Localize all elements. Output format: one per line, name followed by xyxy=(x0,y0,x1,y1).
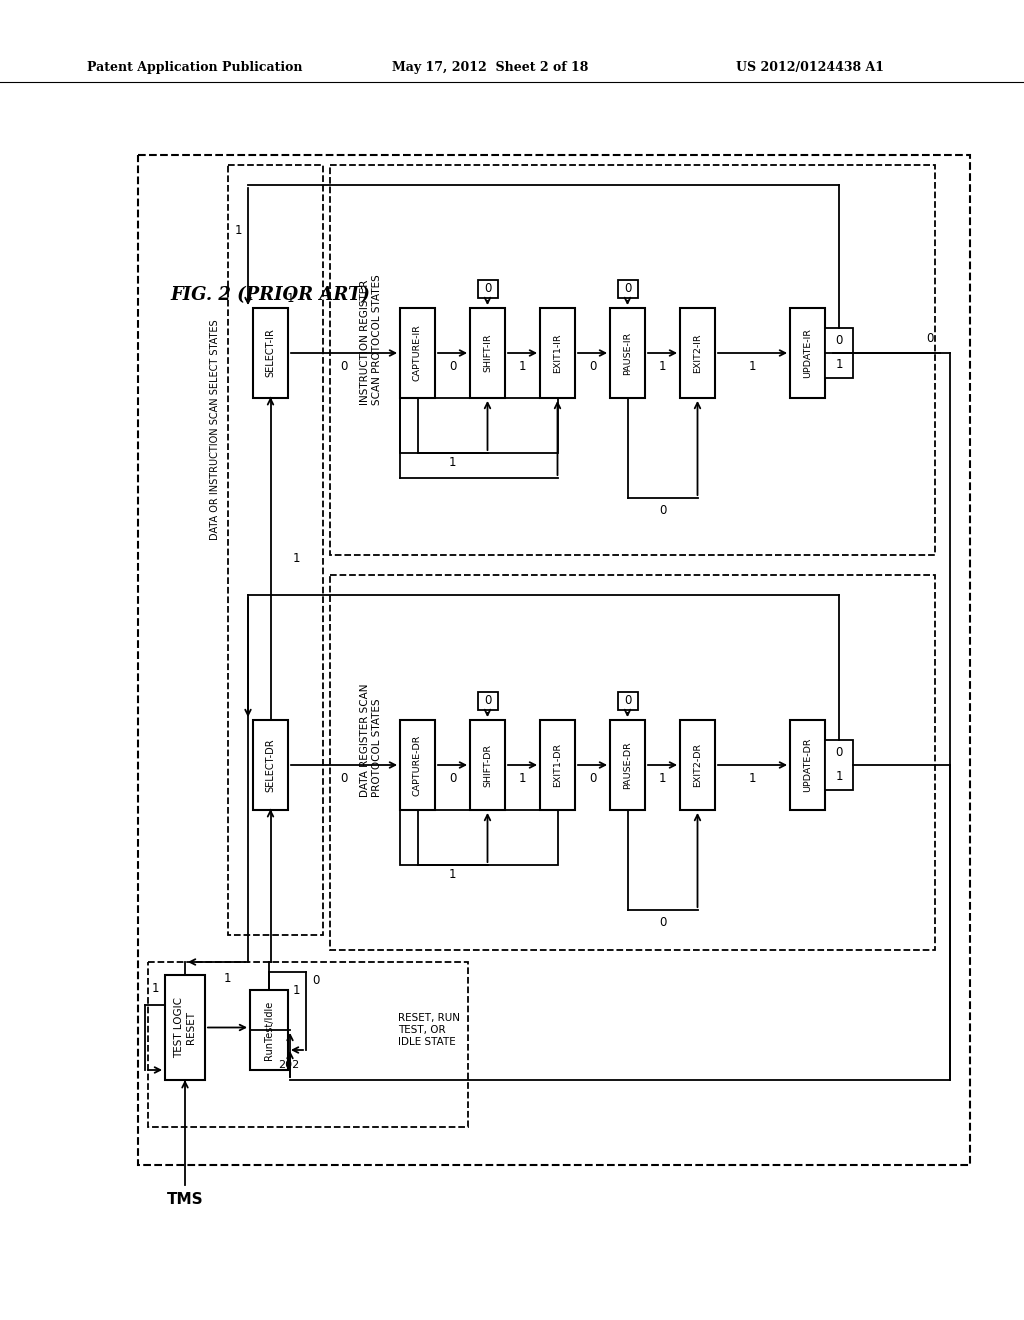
Bar xyxy=(617,692,638,710)
Bar xyxy=(790,308,825,399)
Bar xyxy=(400,308,435,399)
Text: 0: 0 xyxy=(658,503,667,516)
Bar xyxy=(228,165,323,935)
Bar xyxy=(680,719,715,810)
Bar xyxy=(680,308,715,399)
Text: 1: 1 xyxy=(224,972,231,985)
Bar xyxy=(617,280,638,298)
Text: DATA REGISTER SCAN
PROTOCOL STATES: DATA REGISTER SCAN PROTOCOL STATES xyxy=(360,684,382,797)
Bar xyxy=(825,327,853,378)
Text: DATA OR INSTRUCTION SCAN SELECT STATES: DATA OR INSTRUCTION SCAN SELECT STATES xyxy=(210,319,220,540)
Text: 1: 1 xyxy=(449,457,457,470)
Text: 0: 0 xyxy=(836,334,843,347)
Text: 1: 1 xyxy=(287,292,294,305)
Text: EXIT1-IR: EXIT1-IR xyxy=(553,333,562,372)
Bar xyxy=(148,962,468,1127)
Text: RunTest/Idle: RunTest/Idle xyxy=(264,1001,274,1060)
Bar xyxy=(540,308,575,399)
Text: 1: 1 xyxy=(519,772,526,785)
Text: EXIT1-DR: EXIT1-DR xyxy=(553,743,562,787)
Text: TMS: TMS xyxy=(167,1192,204,1208)
Text: SELECT-IR: SELECT-IR xyxy=(265,329,275,378)
Bar xyxy=(610,308,645,399)
Text: SHIFT-IR: SHIFT-IR xyxy=(483,334,492,372)
Bar xyxy=(165,975,205,1080)
Text: PAUSE-DR: PAUSE-DR xyxy=(623,741,632,789)
Bar xyxy=(330,576,935,950)
Text: SHIFT-DR: SHIFT-DR xyxy=(483,743,492,787)
Text: 0: 0 xyxy=(449,360,456,374)
Bar xyxy=(470,719,505,810)
Bar xyxy=(477,280,498,298)
Bar xyxy=(540,719,575,810)
Text: 1: 1 xyxy=(749,772,757,785)
Text: 1: 1 xyxy=(836,359,843,371)
Text: EXIT2-IR: EXIT2-IR xyxy=(693,333,702,372)
Text: 0: 0 xyxy=(624,282,631,296)
Text: 0: 0 xyxy=(483,694,492,708)
Bar xyxy=(250,990,288,1071)
Bar xyxy=(477,692,498,710)
Text: 0: 0 xyxy=(340,360,348,374)
Text: UPDATE-DR: UPDATE-DR xyxy=(803,738,812,792)
Text: 1: 1 xyxy=(293,553,300,565)
Text: 0: 0 xyxy=(449,772,456,785)
Text: 1: 1 xyxy=(519,360,526,374)
Bar xyxy=(400,399,557,453)
Text: INSTRUCTION REGISTER
SCAN PROTOCOL STATES: INSTRUCTION REGISTER SCAN PROTOCOL STATE… xyxy=(360,275,382,405)
Bar xyxy=(470,308,505,399)
Text: 0: 0 xyxy=(624,694,631,708)
Text: UPDATE-IR: UPDATE-IR xyxy=(803,327,812,378)
Text: SELECT-DR: SELECT-DR xyxy=(265,738,275,792)
Text: 1: 1 xyxy=(293,983,300,997)
Bar xyxy=(400,810,557,865)
Text: 0: 0 xyxy=(340,772,348,785)
Text: 1: 1 xyxy=(449,869,457,882)
Bar xyxy=(330,165,935,554)
Text: 1: 1 xyxy=(234,223,242,236)
Text: EXIT2-DR: EXIT2-DR xyxy=(693,743,702,787)
Bar xyxy=(253,308,288,399)
Text: 0: 0 xyxy=(312,974,319,986)
Text: 1: 1 xyxy=(836,771,843,784)
Text: CAPTURE-IR: CAPTURE-IR xyxy=(413,325,422,381)
Text: 1: 1 xyxy=(658,772,667,785)
Text: 0: 0 xyxy=(483,282,492,296)
Text: 0: 0 xyxy=(836,747,843,759)
Text: Patent Application Publication: Patent Application Publication xyxy=(87,62,303,74)
Text: TEST LOGIC
RESET: TEST LOGIC RESET xyxy=(174,997,196,1059)
Text: 1: 1 xyxy=(152,982,159,995)
Text: US 2012/0124438 A1: US 2012/0124438 A1 xyxy=(736,62,884,74)
Text: 202: 202 xyxy=(279,1060,300,1071)
Text: 0: 0 xyxy=(589,360,596,374)
Bar xyxy=(138,154,970,1166)
Bar xyxy=(253,719,288,810)
Bar xyxy=(610,719,645,810)
Text: CAPTURE-DR: CAPTURE-DR xyxy=(413,734,422,796)
Text: RESET, RUN
TEST, OR
IDLE STATE: RESET, RUN TEST, OR IDLE STATE xyxy=(398,1014,460,1047)
Text: 0: 0 xyxy=(658,916,667,928)
Text: 0: 0 xyxy=(927,333,934,346)
Text: FIG. 2 (PRIOR ART): FIG. 2 (PRIOR ART) xyxy=(170,286,370,304)
Bar xyxy=(400,719,435,810)
Text: 1: 1 xyxy=(749,360,757,374)
Text: May 17, 2012  Sheet 2 of 18: May 17, 2012 Sheet 2 of 18 xyxy=(392,62,588,74)
Bar xyxy=(790,719,825,810)
Text: 0: 0 xyxy=(589,772,596,785)
Text: PAUSE-IR: PAUSE-IR xyxy=(623,331,632,375)
Text: 1: 1 xyxy=(658,360,667,374)
Bar xyxy=(825,741,853,789)
